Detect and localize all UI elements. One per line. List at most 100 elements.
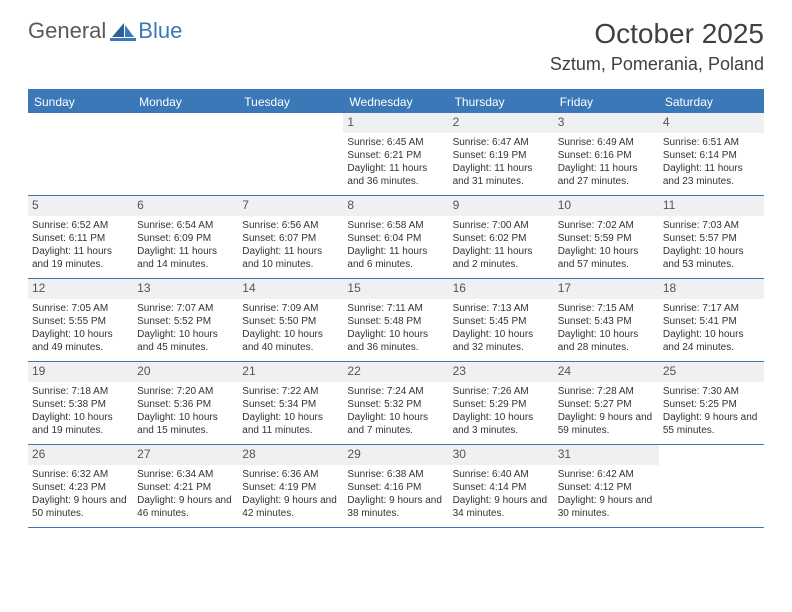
day-body: Sunrise: 7:17 AMSunset: 5:41 PMDaylight:… [659, 299, 764, 358]
day-body: Sunrise: 6:54 AMSunset: 6:09 PMDaylight:… [133, 216, 238, 275]
title-block: October 2025 Sztum, Pomerania, Poland [550, 18, 764, 75]
day-body: Sunrise: 7:22 AMSunset: 5:34 PMDaylight:… [238, 382, 343, 441]
sunrise-line: Sunrise: 6:32 AM [32, 468, 129, 481]
daylight-line: Daylight: 10 hours and 49 minutes. [32, 328, 129, 354]
day-number: 11 [659, 196, 764, 216]
daylight-line: Daylight: 10 hours and 19 minutes. [32, 411, 129, 437]
day-body: Sunrise: 6:51 AMSunset: 6:14 PMDaylight:… [659, 133, 764, 192]
day-cell: 3Sunrise: 6:49 AMSunset: 6:16 PMDaylight… [554, 113, 659, 195]
daylight-line: Daylight: 11 hours and 31 minutes. [453, 162, 550, 188]
day-body: Sunrise: 7:00 AMSunset: 6:02 PMDaylight:… [449, 216, 554, 275]
day-cell: 14Sunrise: 7:09 AMSunset: 5:50 PMDayligh… [238, 279, 343, 361]
day-number: 12 [28, 279, 133, 299]
day-cell: 21Sunrise: 7:22 AMSunset: 5:34 PMDayligh… [238, 362, 343, 444]
sunset-line: Sunset: 5:50 PM [242, 315, 339, 328]
sunset-line: Sunset: 5:34 PM [242, 398, 339, 411]
day-number: 13 [133, 279, 238, 299]
day-cell: 10Sunrise: 7:02 AMSunset: 5:59 PMDayligh… [554, 196, 659, 278]
day-cell: 5Sunrise: 6:52 AMSunset: 6:11 PMDaylight… [28, 196, 133, 278]
sunrise-line: Sunrise: 6:47 AM [453, 136, 550, 149]
day-cell: 31Sunrise: 6:42 AMSunset: 4:12 PMDayligh… [554, 445, 659, 527]
daylight-line: Daylight: 10 hours and 45 minutes. [137, 328, 234, 354]
day-number: 1 [343, 113, 448, 133]
day-cell: 8Sunrise: 6:58 AMSunset: 6:04 PMDaylight… [343, 196, 448, 278]
sunrise-line: Sunrise: 7:13 AM [453, 302, 550, 315]
day-body: Sunrise: 6:32 AMSunset: 4:23 PMDaylight:… [28, 465, 133, 524]
daylight-line: Daylight: 10 hours and 3 minutes. [453, 411, 550, 437]
day-number: 29 [343, 445, 448, 465]
daylight-line: Daylight: 11 hours and 10 minutes. [242, 245, 339, 271]
day-number: 3 [554, 113, 659, 133]
weekday-header: Wednesday [343, 91, 448, 113]
day-body: Sunrise: 7:24 AMSunset: 5:32 PMDaylight:… [343, 382, 448, 441]
sunrise-line: Sunrise: 6:40 AM [453, 468, 550, 481]
daylight-line: Daylight: 9 hours and 55 minutes. [663, 411, 760, 437]
daylight-line: Daylight: 10 hours and 40 minutes. [242, 328, 339, 354]
day-number: 5 [28, 196, 133, 216]
day-body: Sunrise: 6:36 AMSunset: 4:19 PMDaylight:… [238, 465, 343, 524]
sunrise-line: Sunrise: 7:15 AM [558, 302, 655, 315]
day-body: Sunrise: 6:38 AMSunset: 4:16 PMDaylight:… [343, 465, 448, 524]
week-row: 26Sunrise: 6:32 AMSunset: 4:23 PMDayligh… [28, 445, 764, 528]
page-title: October 2025 [550, 18, 764, 50]
sunrise-line: Sunrise: 7:17 AM [663, 302, 760, 315]
day-body: Sunrise: 6:34 AMSunset: 4:21 PMDaylight:… [133, 465, 238, 524]
sunset-line: Sunset: 5:32 PM [347, 398, 444, 411]
day-number: 19 [28, 362, 133, 382]
day-number: 25 [659, 362, 764, 382]
sunset-line: Sunset: 5:55 PM [32, 315, 129, 328]
day-cell: 28Sunrise: 6:36 AMSunset: 4:19 PMDayligh… [238, 445, 343, 527]
day-number: 28 [238, 445, 343, 465]
sunset-line: Sunset: 5:48 PM [347, 315, 444, 328]
logo-text-general: General [28, 18, 106, 44]
day-body: Sunrise: 6:45 AMSunset: 6:21 PMDaylight:… [343, 133, 448, 192]
day-number: 7 [238, 196, 343, 216]
daylight-line: Daylight: 11 hours and 23 minutes. [663, 162, 760, 188]
sunrise-line: Sunrise: 6:38 AM [347, 468, 444, 481]
location-text: Sztum, Pomerania, Poland [550, 54, 764, 75]
sunset-line: Sunset: 5:25 PM [663, 398, 760, 411]
daylight-line: Daylight: 9 hours and 38 minutes. [347, 494, 444, 520]
sunset-line: Sunset: 6:14 PM [663, 149, 760, 162]
day-body: Sunrise: 7:07 AMSunset: 5:52 PMDaylight:… [133, 299, 238, 358]
daylight-line: Daylight: 10 hours and 15 minutes. [137, 411, 234, 437]
sunset-line: Sunset: 5:45 PM [453, 315, 550, 328]
daylight-line: Daylight: 10 hours and 28 minutes. [558, 328, 655, 354]
sunset-line: Sunset: 6:19 PM [453, 149, 550, 162]
sunset-line: Sunset: 5:36 PM [137, 398, 234, 411]
day-number: 9 [449, 196, 554, 216]
sunset-line: Sunset: 5:41 PM [663, 315, 760, 328]
daylight-line: Daylight: 10 hours and 11 minutes. [242, 411, 339, 437]
daylight-line: Daylight: 10 hours and 57 minutes. [558, 245, 655, 271]
day-number: 20 [133, 362, 238, 382]
day-body: Sunrise: 7:15 AMSunset: 5:43 PMDaylight:… [554, 299, 659, 358]
day-body: Sunrise: 6:42 AMSunset: 4:12 PMDaylight:… [554, 465, 659, 524]
sunrise-line: Sunrise: 6:54 AM [137, 219, 234, 232]
sunrise-line: Sunrise: 6:51 AM [663, 136, 760, 149]
sunrise-line: Sunrise: 7:02 AM [558, 219, 655, 232]
day-cell: 27Sunrise: 6:34 AMSunset: 4:21 PMDayligh… [133, 445, 238, 527]
day-number: 8 [343, 196, 448, 216]
day-cell: 26Sunrise: 6:32 AMSunset: 4:23 PMDayligh… [28, 445, 133, 527]
day-number: 24 [554, 362, 659, 382]
day-body: Sunrise: 7:02 AMSunset: 5:59 PMDaylight:… [554, 216, 659, 275]
day-cell [133, 113, 238, 195]
day-body: Sunrise: 7:13 AMSunset: 5:45 PMDaylight:… [449, 299, 554, 358]
day-cell: 23Sunrise: 7:26 AMSunset: 5:29 PMDayligh… [449, 362, 554, 444]
day-number: 14 [238, 279, 343, 299]
sunrise-line: Sunrise: 7:26 AM [453, 385, 550, 398]
sunrise-line: Sunrise: 7:30 AM [663, 385, 760, 398]
day-cell: 25Sunrise: 7:30 AMSunset: 5:25 PMDayligh… [659, 362, 764, 444]
sunrise-line: Sunrise: 7:03 AM [663, 219, 760, 232]
sunset-line: Sunset: 6:02 PM [453, 232, 550, 245]
sunset-line: Sunset: 5:38 PM [32, 398, 129, 411]
day-body: Sunrise: 7:30 AMSunset: 5:25 PMDaylight:… [659, 382, 764, 441]
daylight-line: Daylight: 11 hours and 14 minutes. [137, 245, 234, 271]
day-number: 27 [133, 445, 238, 465]
daylight-line: Daylight: 9 hours and 30 minutes. [558, 494, 655, 520]
weekday-header-row: SundayMondayTuesdayWednesdayThursdayFrid… [28, 91, 764, 113]
sunrise-line: Sunrise: 7:18 AM [32, 385, 129, 398]
day-cell [238, 113, 343, 195]
sunset-line: Sunset: 4:14 PM [453, 481, 550, 494]
daylight-line: Daylight: 11 hours and 19 minutes. [32, 245, 129, 271]
